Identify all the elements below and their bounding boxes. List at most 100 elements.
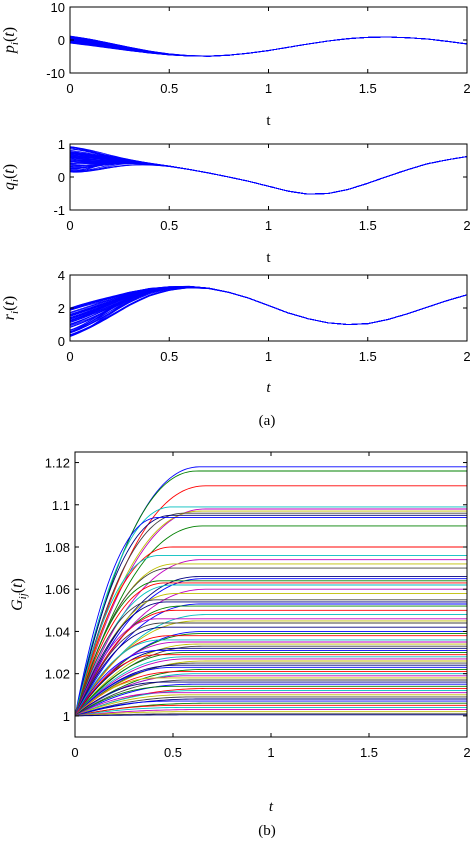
series-line-27 — [75, 614, 467, 717]
axis-frame — [69, 274, 468, 342]
trajectory-28 — [70, 36, 467, 57]
y-tick-label: 1.06 — [45, 582, 70, 597]
y-axis-label: pi(t) — [1, 27, 21, 54]
series-line-1 — [75, 470, 467, 716]
trajectory-33 — [70, 36, 467, 57]
x-tick-label: 2 — [463, 218, 470, 233]
series-line-21 — [75, 592, 467, 717]
trajectory-43 — [70, 150, 467, 195]
trajectory-55 — [70, 36, 467, 57]
y-tick-label: 1.08 — [45, 540, 70, 555]
x-tick-label: 1 — [265, 349, 272, 364]
x-tick-label: 1 — [267, 745, 274, 760]
x-tick-label: 1 — [265, 218, 272, 233]
series-line-20 — [75, 588, 467, 717]
x-axis-label: t — [269, 799, 274, 815]
trajectory-35 — [70, 36, 467, 57]
trajectory-30 — [70, 148, 467, 195]
series-line-71 — [75, 714, 467, 717]
series-line-26 — [75, 609, 467, 717]
trajectory-58 — [70, 36, 467, 57]
x-tick-label: 0.5 — [160, 218, 178, 233]
trajectory-15 — [70, 35, 467, 57]
series-line-57 — [75, 685, 467, 717]
x-tick-label: 1.5 — [359, 81, 377, 96]
x-tick-label: 0 — [66, 349, 73, 364]
series-line-32 — [75, 630, 467, 717]
trajectory-43 — [70, 36, 467, 57]
trajectory-47 — [70, 152, 467, 195]
series-line-5 — [75, 510, 467, 717]
trajectory-32 — [70, 36, 467, 57]
trajectory-40 — [70, 36, 467, 57]
series-line-24 — [75, 603, 467, 717]
trajectory-12 — [70, 147, 467, 195]
trajectory-10 — [70, 36, 467, 57]
trajectory-26 — [70, 36, 467, 57]
x-axis-label: t — [266, 380, 271, 396]
series-line-2 — [75, 485, 467, 717]
x-tick-label: 0 — [66, 218, 73, 233]
x-tick-label: 1.5 — [359, 349, 377, 364]
series-group — [70, 285, 467, 337]
trajectory-56 — [70, 36, 467, 57]
trajectory-20 — [70, 36, 467, 57]
y-tick-label: 1 — [63, 709, 70, 724]
trajectory-9 — [70, 36, 467, 57]
y-tick-label: 1.02 — [45, 667, 70, 682]
y-axis-label: qi(t) — [1, 164, 21, 190]
x-tick-label: 2 — [463, 349, 470, 364]
trajectory-45 — [70, 36, 467, 57]
trajectory-46 — [70, 146, 467, 195]
x-tick-label: 2 — [463, 745, 470, 760]
series-line-29 — [75, 620, 467, 717]
series-line-56 — [75, 683, 467, 717]
chart-r: 0 0.5 1 1.5 2 0 2 4 t ri(t) — [1, 268, 471, 396]
trajectory-59 — [70, 286, 467, 325]
series-line-13 — [75, 563, 467, 717]
trajectory-21 — [70, 36, 467, 57]
trajectory-34 — [70, 36, 467, 57]
series-line-25 — [75, 605, 467, 717]
trajectory-22 — [70, 36, 467, 57]
y-axis-label: ri(t) — [1, 296, 21, 320]
trajectory-42 — [70, 35, 467, 57]
trajectory-5 — [70, 35, 467, 57]
x-tick-label: 1 — [265, 81, 272, 96]
trajectory-4 — [70, 36, 467, 57]
axis-frame — [69, 6, 468, 74]
series-line-53 — [75, 677, 467, 717]
y-tick-label: 0 — [58, 170, 65, 185]
series-line-23 — [75, 601, 467, 717]
y-tick-label: 10 — [51, 0, 65, 15]
trajectory-45 — [70, 152, 467, 195]
trajectory-31 — [70, 36, 467, 57]
series-line-46 — [75, 662, 467, 717]
trajectory-48 — [70, 36, 467, 57]
trajectory-46 — [70, 36, 467, 57]
x-tick-label: 2 — [463, 81, 470, 96]
series-group — [75, 466, 467, 717]
series-line-28 — [75, 618, 467, 717]
caption-a: (a) — [259, 413, 276, 429]
series-line-34 — [75, 635, 467, 717]
trajectory-17 — [70, 36, 467, 57]
series-line-48 — [75, 666, 467, 717]
series-line-62 — [75, 696, 467, 717]
series-line-33 — [75, 633, 467, 717]
series-line-38 — [75, 645, 467, 717]
trajectory-41 — [70, 36, 467, 57]
x-tick-label: 1.5 — [359, 218, 377, 233]
axis-frame — [69, 143, 468, 211]
series-line-9 — [75, 525, 467, 717]
series-line-67 — [75, 706, 467, 717]
y-tick-label: -10 — [46, 66, 65, 81]
trajectory-29 — [70, 36, 467, 57]
trajectory-58 — [70, 156, 467, 195]
series-line-11 — [75, 554, 467, 716]
series-line-45 — [75, 660, 467, 717]
trajectory-6 — [70, 36, 467, 57]
series-line-69 — [75, 711, 467, 717]
